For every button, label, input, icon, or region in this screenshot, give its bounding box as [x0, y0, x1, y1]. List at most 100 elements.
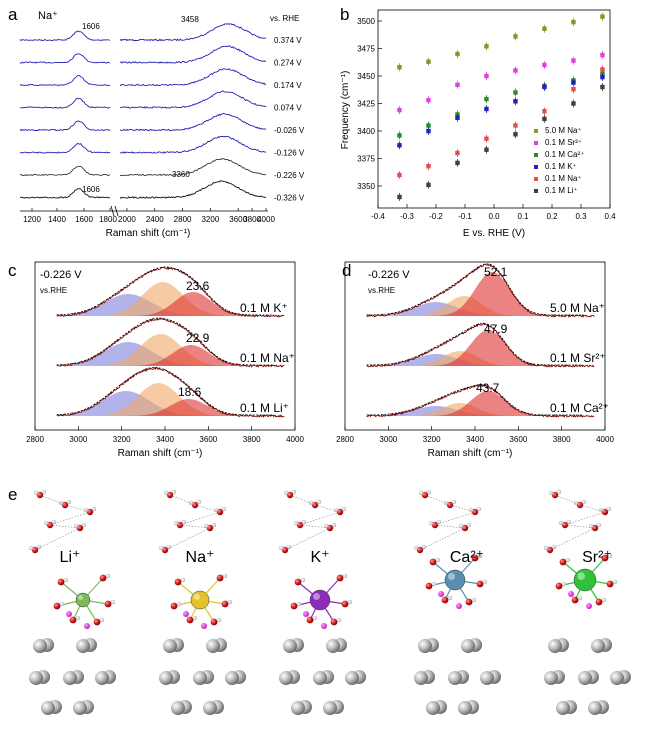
coordinated-oxygen: [210, 618, 218, 626]
coordinated-oxygen: [306, 616, 314, 624]
hydrogen-bond: [434, 511, 476, 526]
coordinated-oxygen: [425, 582, 433, 590]
b-data-point: [513, 99, 518, 104]
panel-d: d -0.226 V vs.RHE 52.1 5.0 M Na⁺ 47.9 0.1 M…: [336, 261, 614, 459]
water-hydrogen: [158, 545, 164, 551]
panel-e: e Li⁺ Na⁺ K⁺ Ca²⁺ Sr²⁺: [8, 485, 631, 715]
panel-b-x-ticks: -0.4 -0.3 -0.2 -0.1 0.0 0.1 0.2 0.3 0.4: [371, 204, 616, 221]
water-oxygen: [216, 508, 224, 516]
cation-highlight: [78, 595, 84, 600]
water-hydrogen: [606, 506, 612, 512]
c-tick-label: 3800: [243, 435, 261, 444]
water-hydrogen: [99, 617, 105, 623]
water-oxygen: [546, 546, 554, 554]
b-data-point: [542, 109, 547, 114]
d-fit-component: [366, 330, 573, 366]
water-hydrogen: [451, 499, 457, 505]
b-data-point: [600, 52, 605, 58]
b-data-point: [571, 58, 576, 63]
water-hydrogen: [601, 597, 607, 603]
panel-c-spectra: 23.6 0.1 M K⁺ 22.9 0.1 M Na⁺ 18.6 0.1 M Li⁺: [56, 266, 295, 419]
coordinated-oxygen: [330, 618, 338, 626]
water-oxygen: [336, 508, 344, 516]
water-hydrogen: [91, 506, 97, 512]
b-data-point: [455, 51, 460, 57]
water-hydrogen: [577, 595, 583, 601]
c-spectrum: [56, 317, 285, 368]
water-hydrogen: [548, 490, 554, 496]
panel-a-potential-labels: 0.374 V 0.274 V 0.174 V 0.074 V -0.026 V -0.1…: [274, 36, 305, 203]
metal-surface-atom: [323, 701, 337, 715]
panel-d-spectra: 52.1 5.0 M Na⁺ 47.9 0.1 M Sr²⁺ 43.7 0.1 M Ca²…: [366, 263, 609, 418]
metal-surface-atom: [418, 639, 432, 653]
coordinated-oxygen: [99, 574, 107, 582]
d-tick-label: 3000: [379, 435, 397, 444]
b-legend-marker: [534, 153, 538, 157]
cation-label: Na⁺: [186, 549, 215, 566]
d-tick-label: 3400: [466, 435, 484, 444]
b-legend-entry: 5.0 M Na⁺: [545, 126, 582, 135]
water-hydrogen: [333, 507, 339, 513]
b-data-point: [542, 26, 547, 31]
water-hydrogen: [181, 519, 187, 525]
metal-surface-atom: [448, 671, 462, 685]
metal-surface-atom: [95, 671, 109, 685]
metal-surface-atom: [461, 639, 475, 653]
hydrogen-bond: [554, 494, 581, 506]
hydrogen-bond: [299, 511, 341, 526]
d-electrolyte-label: 0.1 M Sr²⁺: [550, 351, 606, 365]
cation-label: Li⁺: [60, 549, 81, 566]
water-hydrogen: [598, 507, 604, 513]
panel-b-x-label: E vs. RHE (V): [463, 228, 525, 239]
water-hydrogen: [28, 545, 34, 551]
water-oxygen: [31, 546, 39, 554]
hydrogen-bond: [579, 504, 606, 513]
b-legend-marker: [534, 177, 538, 181]
b-data-point: [426, 128, 431, 134]
water-hydrogen: [192, 615, 198, 621]
water-hydrogen: [286, 544, 292, 550]
cation-atom: [444, 569, 466, 591]
hydrogen-bond: [424, 494, 451, 506]
b-x-tick-label: -0.1: [458, 212, 472, 221]
water-hydrogen: [75, 615, 81, 621]
coordinated-oxygen: [186, 616, 194, 624]
b-data-point: [484, 44, 489, 49]
water-hydrogen: [336, 617, 342, 623]
b-data-point: [600, 67, 605, 72]
water-hydrogen: [283, 490, 289, 496]
water-hydrogen: [566, 519, 572, 525]
d-fit-component: [366, 354, 573, 366]
c-percentage-label: 22.9: [186, 331, 210, 345]
water-hydrogen: [607, 553, 613, 559]
water-hydrogen: [291, 489, 297, 495]
hydrogen-bond: [449, 504, 476, 513]
panel-e-label: e: [8, 485, 17, 504]
panel-a-spectra: [19, 23, 267, 199]
water-hydrogen: [551, 544, 557, 550]
b-x-tick-label: -0.4: [371, 212, 385, 221]
d-tick-label: 4000: [596, 435, 614, 444]
b-x-tick-label: 0.3: [575, 212, 587, 221]
water-hydrogen: [466, 522, 472, 528]
adsorbed-hydrogen: [438, 591, 444, 597]
adsorbed-hydrogen: [456, 603, 462, 609]
c-spectrum: [56, 366, 285, 419]
b-legend-entry: 0.1 M K⁺: [545, 162, 577, 171]
metal-surface-atom: [206, 639, 220, 653]
coordinated-oxygen: [174, 578, 182, 586]
a-potential-label: -0.126 V: [274, 149, 305, 158]
panel-a-x-label: Raman shift (cm⁻¹): [106, 228, 191, 239]
a-spectrum-low: [19, 30, 111, 42]
a-potential-label: -0.326 V: [274, 194, 305, 203]
water-hydrogen: [468, 507, 474, 513]
coordinated-oxygen: [294, 578, 302, 586]
c-fit-component: [56, 399, 263, 416]
metal-surface-atom: [326, 639, 340, 653]
a-spectrum-high: [119, 112, 267, 132]
adsorbed-hydrogen: [84, 623, 90, 629]
cation-highlight: [313, 593, 320, 600]
adsorbed-hydrogen: [568, 591, 574, 597]
water-hydrogen: [176, 601, 182, 607]
